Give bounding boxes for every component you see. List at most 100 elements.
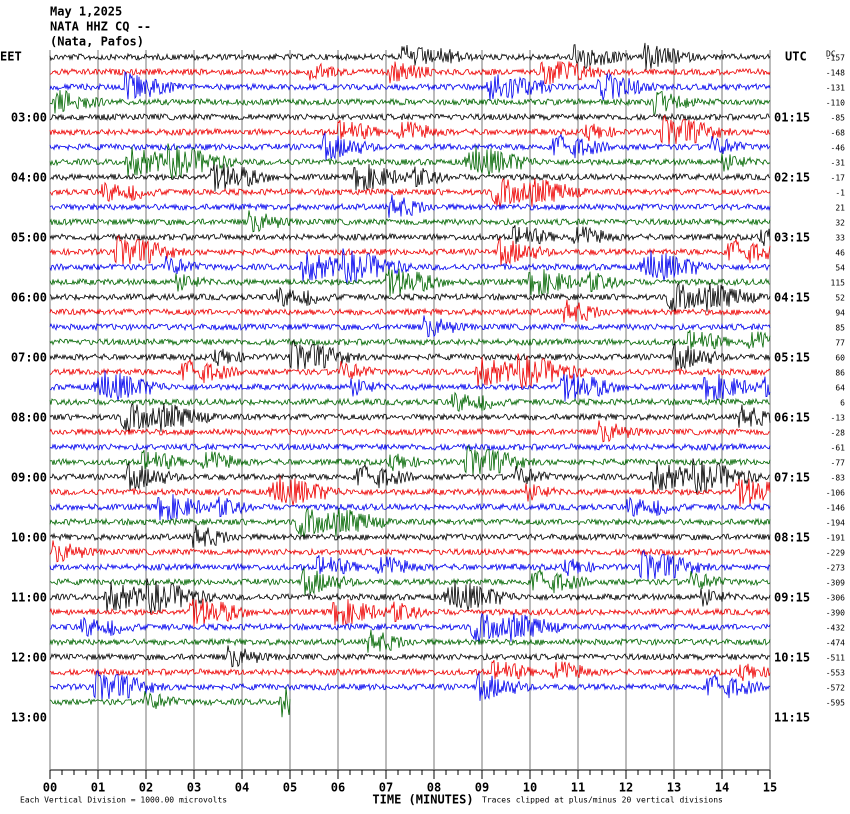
trace <box>49 494 771 522</box>
trace <box>49 524 771 548</box>
trace <box>49 507 771 537</box>
header-line: (Nata, Pafos) <box>50 35 144 49</box>
left-hour-label: 13:00 <box>11 711 47 725</box>
footer-left: Each Vertical Division = 1000.00 microvo… <box>20 796 227 805</box>
trace <box>49 540 771 563</box>
left-hour-label: 07:00 <box>11 351 47 365</box>
dc-offset: -390 <box>826 609 845 618</box>
right-hour-label: 02:15 <box>774 171 810 185</box>
right-hour-label: 11:15 <box>774 711 810 725</box>
trace <box>49 224 771 247</box>
dc-offset: 21 <box>835 204 845 213</box>
dc-offset: -595 <box>826 699 845 708</box>
trace <box>49 612 771 642</box>
dc-offset: -157 <box>826 54 845 63</box>
trace <box>49 550 771 581</box>
dc-offset: 64 <box>835 384 845 393</box>
x-tick-label: 04 <box>235 781 249 795</box>
trace <box>49 163 771 192</box>
dc-offset: -511 <box>826 654 845 663</box>
left-hour-label: 12:00 <box>11 651 47 665</box>
trace <box>49 670 771 701</box>
trace <box>49 61 771 85</box>
x-tick-label: 05 <box>283 781 297 795</box>
x-tick-label: 14 <box>715 781 729 795</box>
x-tick-label: 02 <box>139 781 153 795</box>
trace <box>49 115 771 146</box>
dc-offset: 54 <box>835 264 845 273</box>
trace <box>49 268 771 297</box>
dc-offset: -13 <box>831 414 846 423</box>
trace <box>49 566 771 596</box>
dc-offset: 52 <box>835 294 845 303</box>
trace <box>49 299 771 323</box>
dc-offset: -110 <box>826 99 845 108</box>
left-hour-label: 08:00 <box>11 411 47 425</box>
trace <box>49 391 771 412</box>
dc-offset: -191 <box>826 534 845 543</box>
dc-offset: -572 <box>826 684 845 693</box>
dc-offset: 46 <box>835 249 845 258</box>
dc-offset: -28 <box>831 429 846 438</box>
x-axis-label: TIME (MINUTES) <box>372 793 473 807</box>
trace <box>49 598 771 627</box>
trace <box>49 315 771 338</box>
dc-offset: -146 <box>826 504 845 513</box>
left-hour-label: 09:00 <box>11 471 47 485</box>
left-hour-label: 06:00 <box>11 291 47 305</box>
trace <box>49 235 771 266</box>
right-hour-label: 07:15 <box>774 471 810 485</box>
dc-label: DC <box>826 50 836 59</box>
x-tick-label: 13 <box>667 781 681 795</box>
dc-offset: 115 <box>831 279 846 288</box>
left-hour-label: 04:00 <box>11 171 47 185</box>
x-tick-label: 11 <box>571 781 585 795</box>
trace <box>49 89 771 115</box>
trace <box>49 475 771 507</box>
x-tick-label: 06 <box>331 781 345 795</box>
left-hour-label: 10:00 <box>11 531 47 545</box>
trace <box>49 402 771 432</box>
dc-offset: 94 <box>835 309 845 318</box>
trace <box>49 131 771 161</box>
x-tick-label: 15 <box>763 781 777 795</box>
x-tick-label: 03 <box>187 781 201 795</box>
right-hour-label: 10:15 <box>774 651 810 665</box>
dc-offset: -83 <box>831 474 846 483</box>
trace <box>49 112 771 122</box>
trace <box>49 210 771 233</box>
dc-offset: 77 <box>835 339 845 348</box>
trace <box>49 445 771 476</box>
trace <box>49 340 771 371</box>
right-hour-label: 03:15 <box>774 231 810 245</box>
trace <box>49 194 771 218</box>
right-hour-label: 09:15 <box>774 591 810 605</box>
x-tick-label: 09 <box>475 781 489 795</box>
trace <box>49 248 771 285</box>
x-tick-label: 10 <box>523 781 537 795</box>
dc-offset: -474 <box>826 639 845 648</box>
x-tick-label: 01 <box>91 781 105 795</box>
trace <box>49 442 771 452</box>
dc-offset: -106 <box>826 489 845 498</box>
trace <box>50 370 771 402</box>
dc-offset: 33 <box>835 234 845 243</box>
right-corner: UTC <box>785 50 807 64</box>
dc-offset: -61 <box>831 444 846 453</box>
trace <box>49 420 771 443</box>
trace <box>49 143 771 180</box>
trace <box>49 177 771 207</box>
dc-offset: -1 <box>835 189 845 198</box>
dc-offset: -194 <box>826 519 845 528</box>
dc-offset: -309 <box>826 579 845 588</box>
trace <box>49 458 771 495</box>
dc-offset: -306 <box>826 594 845 603</box>
dc-offset: -85 <box>831 114 846 123</box>
trace <box>49 329 771 350</box>
trace <box>49 686 291 718</box>
footer-right: Traces clipped at plus/minus 20 vertical… <box>482 796 723 805</box>
dc-offset: -17 <box>831 174 846 183</box>
header-line: NATA HHZ CQ -- <box>50 20 151 34</box>
dc-offset: -131 <box>826 84 845 93</box>
